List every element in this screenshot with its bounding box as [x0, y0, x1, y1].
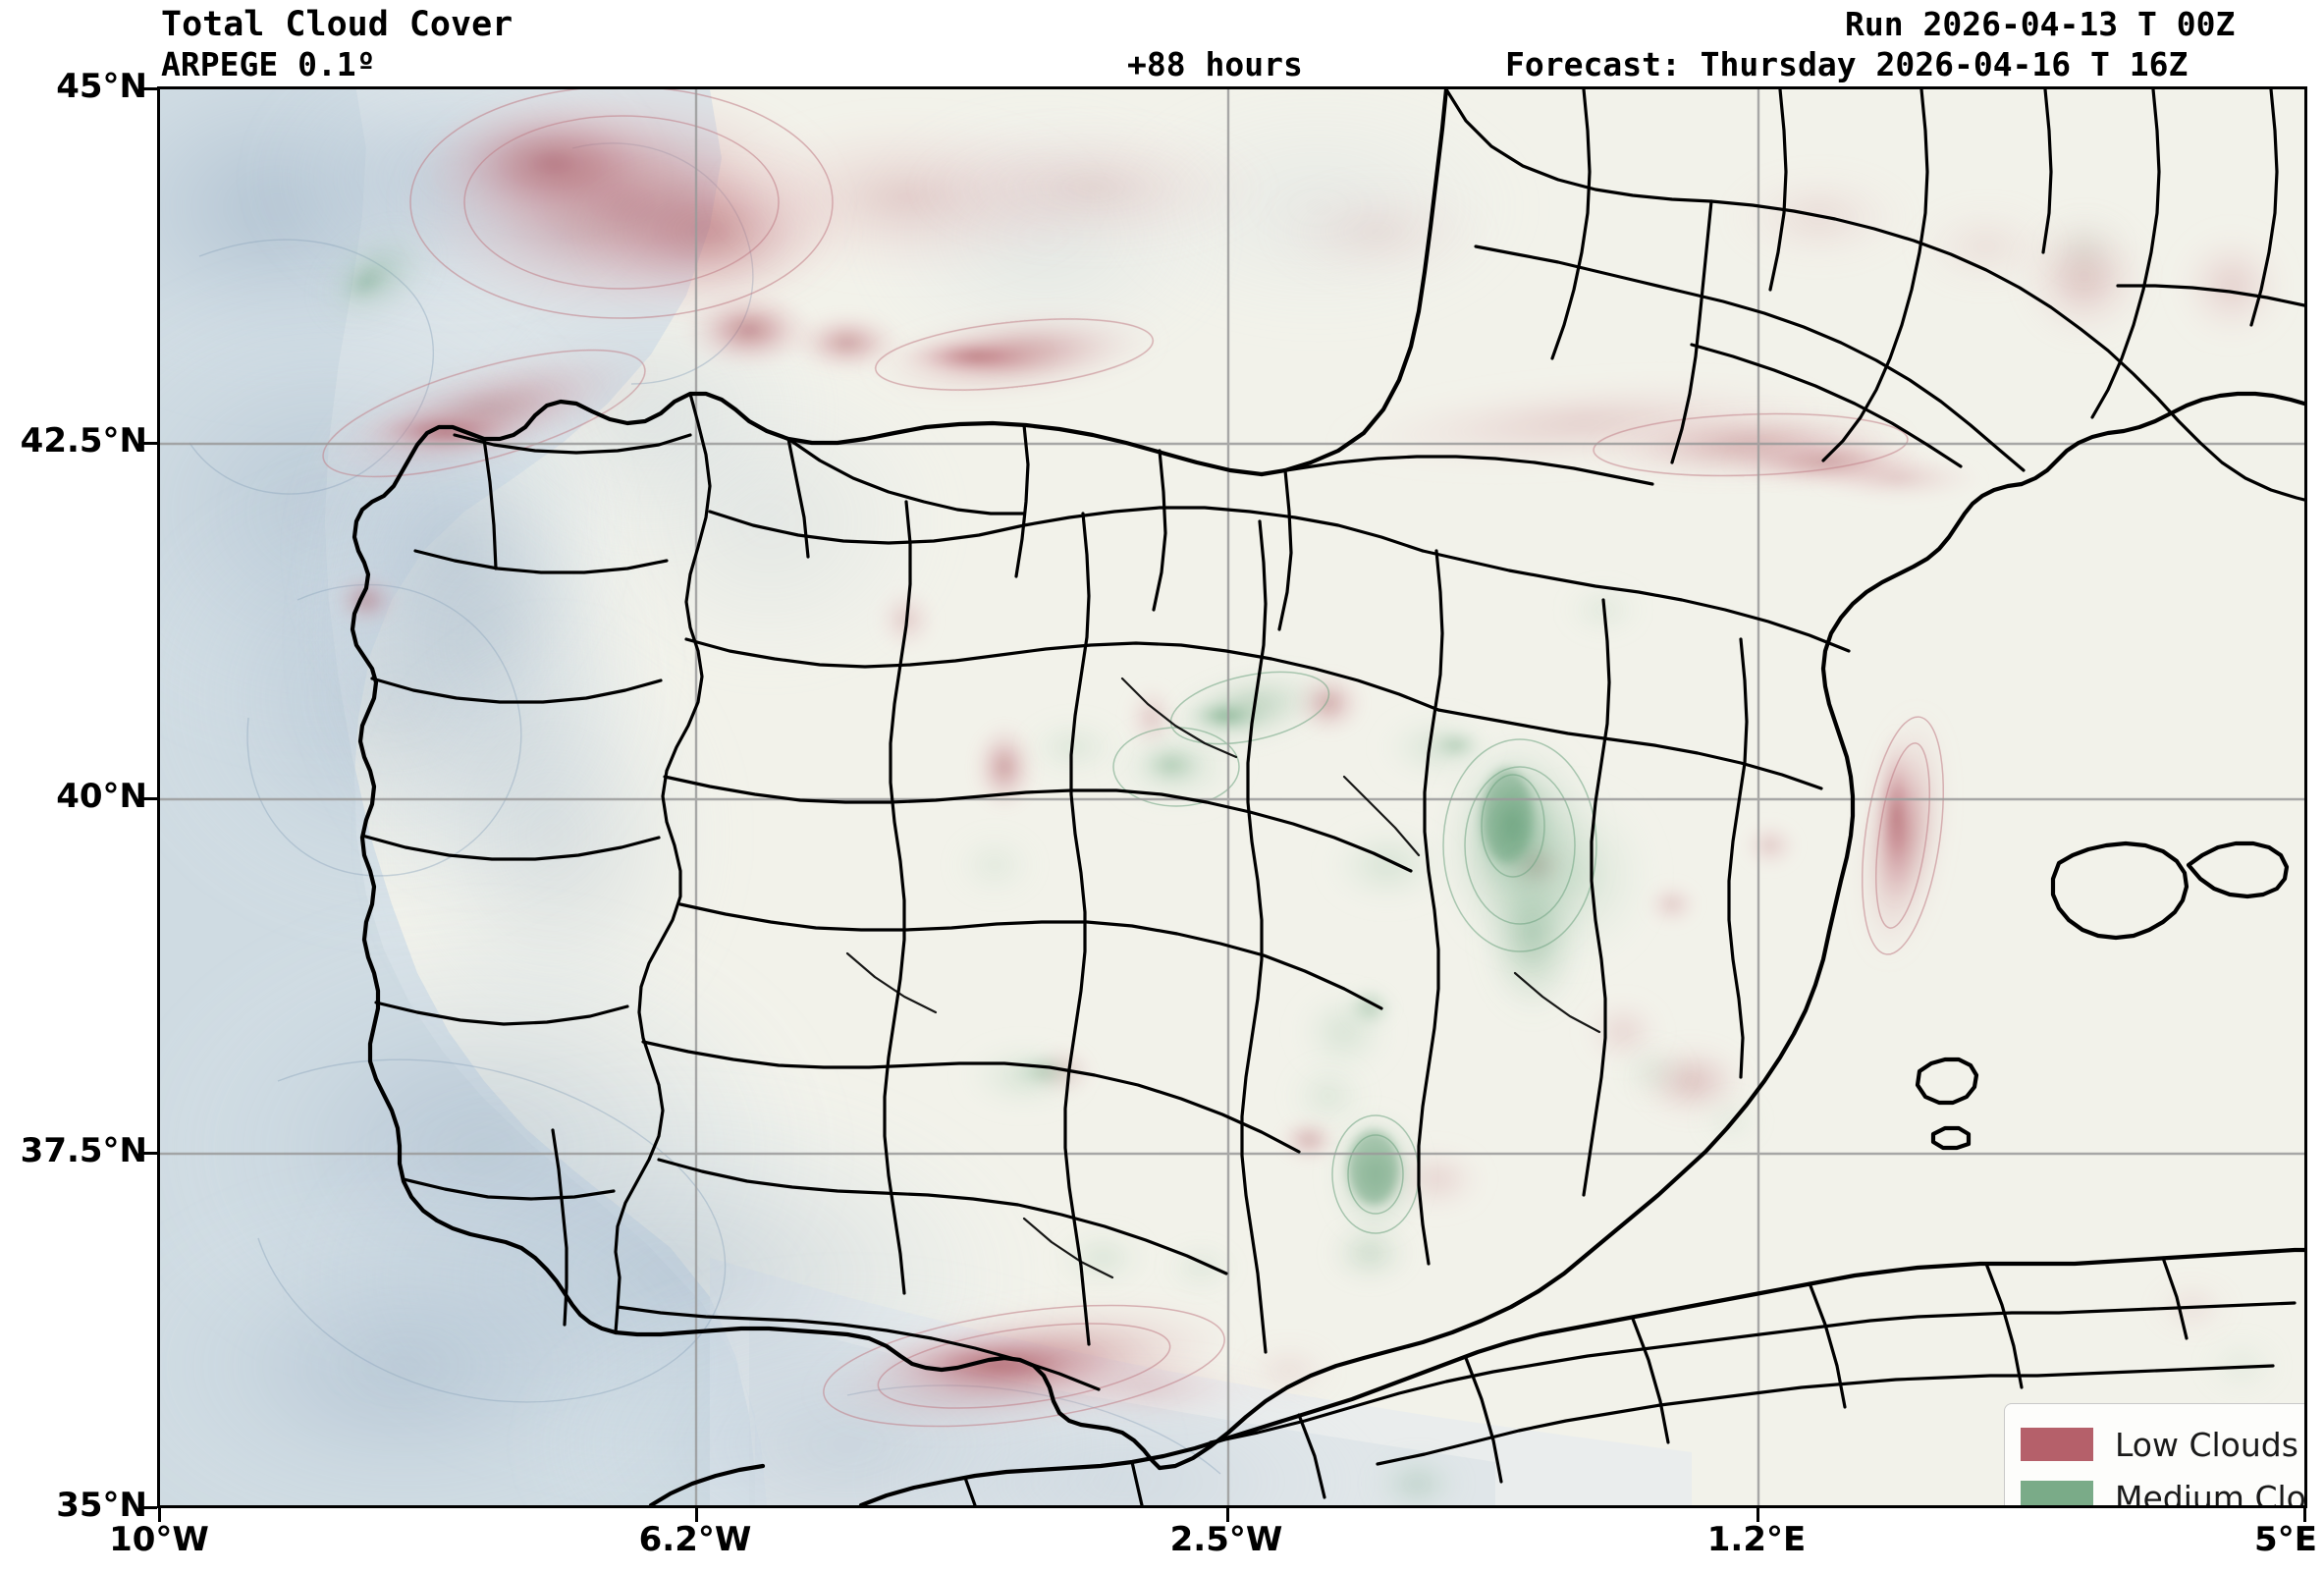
- legend-item-medium-clouds: Medium Clouds: [2021, 1471, 2306, 1508]
- x-axis-tick-5e: [2303, 1508, 2306, 1522]
- medium-clouds-layer: [313, 213, 2285, 1505]
- legend-item-low-clouds: Low Clouds: [2021, 1418, 2304, 1471]
- x-axis-tick-label-2p5w: 2.5°W: [1169, 1520, 1283, 1559]
- y-axis-tick-label-42p5n: 42.5°N: [20, 421, 147, 461]
- y-axis-tick-37p5n: [143, 1152, 157, 1155]
- x-axis-tick-6p2w: [695, 1508, 698, 1522]
- legend-label-low-clouds: Low Clouds: [2115, 1425, 2298, 1464]
- x-axis-tick-1p2e: [1757, 1508, 1759, 1522]
- legend-label-medium-clouds: Medium Clouds: [2115, 1478, 2306, 1508]
- map-legend: Low Clouds Medium Clouds High Clouds: [2004, 1403, 2306, 1508]
- x-axis-tick-label-1p2e: 1.2°E: [1706, 1520, 1807, 1559]
- y-axis-tick-45n: [143, 87, 157, 90]
- x-axis-tick-label-5e: 5°E: [2254, 1520, 2317, 1559]
- model-label: ARPEGE 0.1º: [161, 45, 376, 83]
- y-axis-tick-label-37p5n: 37.5°N: [20, 1131, 147, 1170]
- x-axis-tick-2p5w: [1226, 1508, 1229, 1522]
- x-axis-tick-label-6p2w: 6.2°W: [638, 1520, 752, 1559]
- y-axis-tick-40n: [143, 797, 157, 800]
- forecast-timestamp-label: Forecast: Thursday 2026-04-16 T 16Z: [1505, 45, 2189, 83]
- y-axis-tick-35n: [143, 1506, 157, 1509]
- lead-time-label: +88 hours: [1127, 45, 1303, 83]
- y-axis-tick-label-45n: 45°N: [56, 67, 147, 106]
- page-title: Total Cloud Cover: [161, 5, 513, 44]
- run-timestamp-label: Run 2026-04-13 T 00Z: [1845, 5, 2236, 43]
- map-gridlines: [160, 89, 2304, 1505]
- legend-swatch-medium-clouds: [2021, 1481, 2093, 1505]
- map-plot-area[interactable]: Low Clouds Medium Clouds High Clouds: [157, 86, 2307, 1508]
- x-axis-tick-10w: [158, 1508, 161, 1522]
- x-axis-tick-label-10w: 10°W: [109, 1520, 209, 1559]
- low-clouds-layer: [313, 89, 2291, 1434]
- map-canvas: [160, 89, 2304, 1505]
- y-axis-tick-label-35n: 35°N: [56, 1486, 147, 1525]
- y-axis-tick-label-40n: 40°N: [56, 777, 147, 816]
- coastlines-and-borders: [350, 89, 2304, 1505]
- y-axis-tick-42p5n: [143, 442, 157, 445]
- legend-swatch-low-clouds: [2021, 1428, 2093, 1461]
